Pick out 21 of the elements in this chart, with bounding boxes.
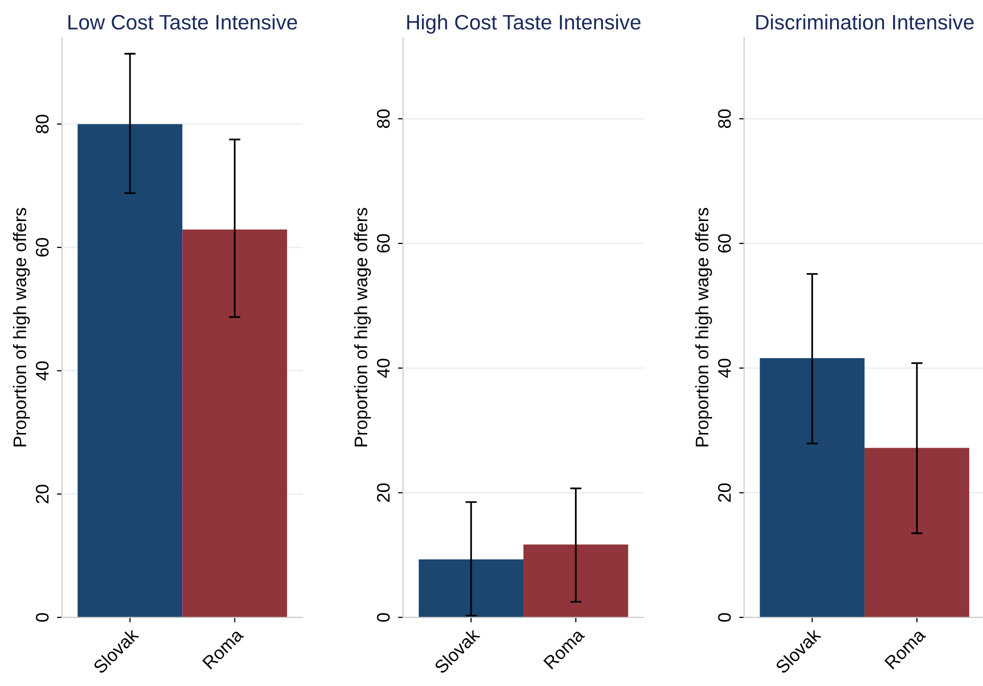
y-tick-label: 0 bbox=[36, 613, 49, 622]
y-tick-label: 40 bbox=[36, 361, 49, 380]
y-tick-label: 0 bbox=[376, 613, 390, 622]
y-axis-title: Proportion of high wage offers bbox=[695, 208, 712, 446]
y-tick-label: 20 bbox=[718, 483, 731, 502]
chart-title: Low Cost Taste Intensive bbox=[68, 14, 298, 30]
y-tick-label: 40 bbox=[718, 358, 731, 378]
y-axis-title: Proportion of high wage offers bbox=[354, 208, 371, 446]
y-tick-label: 80 bbox=[36, 114, 49, 134]
y-tick-label: 20 bbox=[376, 483, 390, 502]
chart-title: Discrimination Intensive bbox=[756, 14, 974, 30]
y-tick-label: 20 bbox=[36, 484, 49, 504]
y-tick-label: 60 bbox=[718, 234, 731, 253]
chart-title: High Cost Taste Intensive bbox=[407, 14, 640, 34]
y-tick-label: 80 bbox=[718, 109, 731, 128]
y-tick-label: 60 bbox=[376, 234, 390, 253]
y-tick-label: 80 bbox=[376, 109, 390, 128]
y-axis-title: Proportion of high wage offers bbox=[12, 208, 30, 446]
y-tick-label: 0 bbox=[718, 613, 731, 622]
y-tick-label: 60 bbox=[36, 238, 49, 257]
y-tick-label: 40 bbox=[376, 358, 390, 378]
